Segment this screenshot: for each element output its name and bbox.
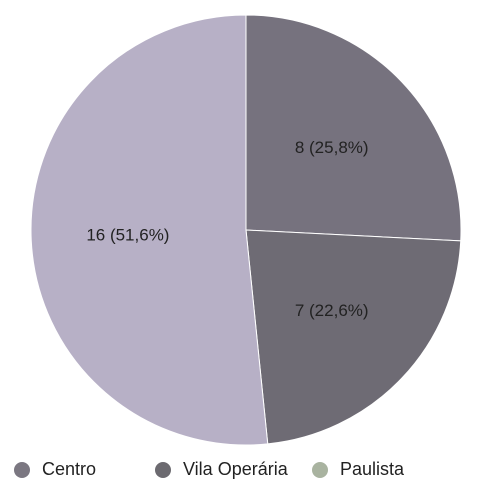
pie-slice-vila-oper-ria [245,229,462,445]
legend-label-centro: Centro [42,459,96,479]
pie-slice-paulista [30,14,269,446]
pie-slices [30,14,462,446]
legend-marker-paulista [312,462,328,478]
pie-data-labels: 8 (25,8%) 7 (22,6%) 16 (51,6%) [86,138,368,320]
data-label-vila-oper-ria: 7 (22,6%) [295,301,369,320]
legend-marker-vila-oper-ria [155,462,171,478]
pie-slice-centro [245,14,462,242]
data-label-centro: 8 (25,8%) [295,138,369,157]
legend-label-paulista: Paulista [340,459,405,479]
legend-label-vila-oper-ria: Vila Operária [183,459,289,479]
legend-marker-centro [14,462,30,478]
legend: Centro Vila Operária Paulista [14,459,405,479]
data-label-paulista: 16 (51,6%) [86,225,169,244]
